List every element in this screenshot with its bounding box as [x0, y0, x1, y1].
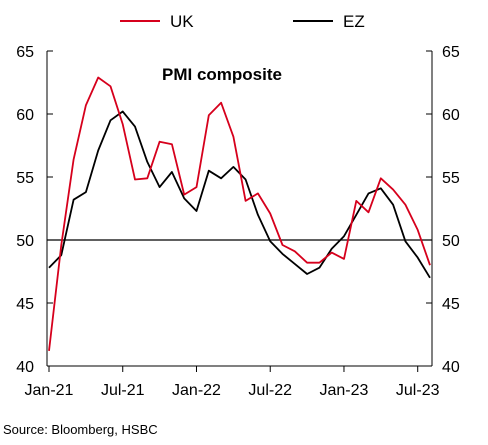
x-tick-label: Jan-23 — [320, 382, 369, 399]
x-tick-label: Jan-22 — [172, 382, 221, 399]
y-tick-label-right: 65 — [442, 44, 460, 61]
y-tick-label-right: 45 — [442, 296, 460, 313]
series-line-uk — [48, 76, 431, 352]
series-lines — [48, 76, 431, 352]
source-note: Source: Bloomberg, HSBC — [3, 422, 158, 437]
legend-label-uk: UK — [170, 12, 194, 31]
x-tick-label: Jul-21 — [101, 382, 145, 399]
y-tick-label-right: 40 — [442, 359, 460, 376]
y-tick-label-left: 40 — [16, 359, 34, 376]
x-tick-label: Jan-21 — [25, 382, 74, 399]
y-tick-label-right: 55 — [442, 170, 460, 187]
y-tick-label-left: 65 — [16, 44, 34, 61]
y-ticks: 40 40 45 45 50 50 55 55 60 60 65 65 — [16, 44, 460, 376]
x-ticks: Jan-21 Jul-21 Jan-22 Jul-22 Jan-23 Jul-23 — [25, 366, 440, 399]
y-tick-label-left: 50 — [16, 233, 34, 250]
y-tick-label-left: 60 — [16, 107, 34, 124]
chart-title: PMI composite — [162, 65, 282, 84]
x-tick-label: Jul-22 — [248, 382, 292, 399]
y-tick-label-right: 50 — [442, 233, 460, 250]
y-tick-label-right: 60 — [442, 107, 460, 124]
series-line-ez — [48, 110, 431, 279]
y-tick-label-left: 45 — [16, 296, 34, 313]
x-tick-label: Jul-23 — [396, 382, 440, 399]
y-tick-label-left: 55 — [16, 170, 34, 187]
legend-label-ez: EZ — [343, 12, 365, 31]
legend: UK EZ — [120, 12, 365, 31]
